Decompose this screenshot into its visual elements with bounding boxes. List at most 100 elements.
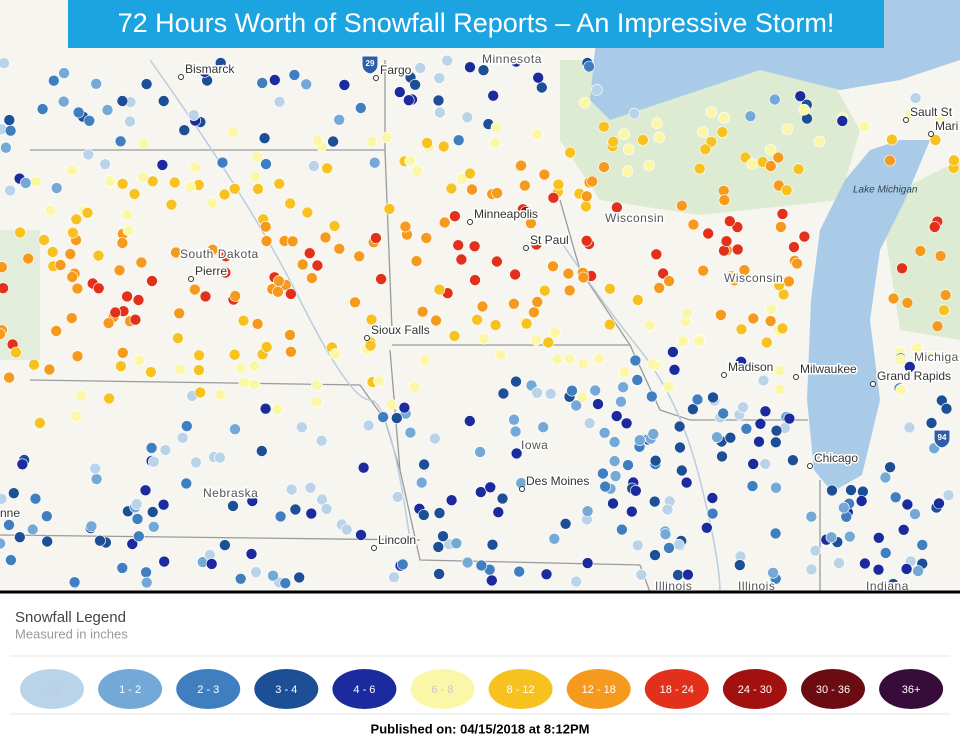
report-dot <box>487 89 500 102</box>
report-dot <box>288 69 301 81</box>
report-dot <box>780 184 793 197</box>
report-dot <box>82 148 95 161</box>
report-dot <box>884 461 896 474</box>
report-dot <box>146 275 158 287</box>
report-dot <box>92 282 105 295</box>
report-dot <box>879 547 892 559</box>
legend-label: < 1 <box>44 684 60 696</box>
report-dot <box>286 235 299 248</box>
report-dot <box>137 137 150 150</box>
report-dot <box>643 159 656 172</box>
report-dot <box>792 163 805 175</box>
report-dot <box>579 97 591 109</box>
report-dot <box>618 128 631 140</box>
report-dot <box>411 165 424 177</box>
report-dot <box>311 134 324 147</box>
report-dot <box>547 260 559 273</box>
report-dot <box>631 374 644 386</box>
report-dot <box>390 412 403 424</box>
report-dot <box>19 177 32 189</box>
city-marker <box>371 545 377 551</box>
report-dot <box>759 405 772 418</box>
report-dot <box>617 381 629 394</box>
report-dot <box>723 215 736 227</box>
report-dot <box>146 506 159 518</box>
report-dot <box>809 544 822 557</box>
report-dot <box>34 417 46 429</box>
report-dot <box>463 415 476 427</box>
report-dot <box>251 151 264 163</box>
report-dot <box>770 424 783 437</box>
report-dot <box>549 326 561 339</box>
report-dot <box>580 235 593 247</box>
report-dot <box>432 541 445 553</box>
report-dot <box>432 94 445 107</box>
report-dot <box>798 103 811 116</box>
report-dot <box>645 390 658 403</box>
report-dot <box>140 78 153 90</box>
report-dot <box>388 571 400 584</box>
report-dot <box>933 497 945 510</box>
report-dot <box>404 426 417 439</box>
report-dot <box>687 218 700 231</box>
report-dot <box>46 246 59 258</box>
report-dot <box>667 346 679 358</box>
report-dot <box>677 335 689 348</box>
report-dot <box>515 159 527 172</box>
report-dot <box>433 568 445 580</box>
report-dot <box>886 133 898 146</box>
report-dot <box>764 160 777 172</box>
report-dot <box>116 95 129 107</box>
report-dot <box>36 103 49 115</box>
report-dot <box>184 181 196 193</box>
report-dot <box>404 155 417 167</box>
report-dot <box>525 217 537 229</box>
report-dot <box>798 230 811 243</box>
report-dot <box>837 501 850 514</box>
city-marker <box>523 245 529 251</box>
city-marker <box>364 335 370 341</box>
map-label: Minnesota <box>482 52 542 66</box>
report-dot <box>445 494 458 507</box>
report-dot <box>50 325 63 337</box>
report-dot <box>720 235 733 247</box>
report-dot <box>274 510 287 523</box>
report-dot <box>216 156 229 169</box>
report-dot <box>5 554 17 566</box>
report-dot <box>116 562 129 574</box>
map-label: Indiana <box>866 579 909 593</box>
report-dot <box>757 374 770 387</box>
report-dot <box>44 204 57 217</box>
report-dot <box>474 486 487 498</box>
report-dot <box>228 348 241 361</box>
report-dot <box>731 243 744 256</box>
report-dot <box>109 306 122 319</box>
report-dot <box>70 213 83 226</box>
report-dot <box>71 282 84 295</box>
report-dot <box>699 143 712 156</box>
report-dot <box>563 284 576 297</box>
report-dot <box>718 111 730 124</box>
report-dot <box>559 517 572 530</box>
report-dot <box>135 256 148 269</box>
report-dot <box>284 329 296 341</box>
report-dot <box>826 484 838 497</box>
map-label: Lake Michigan <box>853 185 918 196</box>
report-dot <box>306 272 318 284</box>
report-dot <box>3 114 16 126</box>
report-dot <box>190 456 202 469</box>
report-dot <box>410 255 423 267</box>
report-dot <box>365 135 378 148</box>
report-dot <box>649 549 661 561</box>
map-label: Fargo <box>380 63 412 77</box>
report-dot <box>252 183 264 195</box>
report-dot <box>260 235 273 247</box>
report-dot <box>364 339 377 352</box>
legend-label: 30 - 36 <box>816 684 850 696</box>
report-dot <box>4 184 16 197</box>
report-dot <box>284 197 297 210</box>
report-dot <box>429 432 441 445</box>
report-dot <box>884 154 896 167</box>
report-dot <box>705 106 718 118</box>
